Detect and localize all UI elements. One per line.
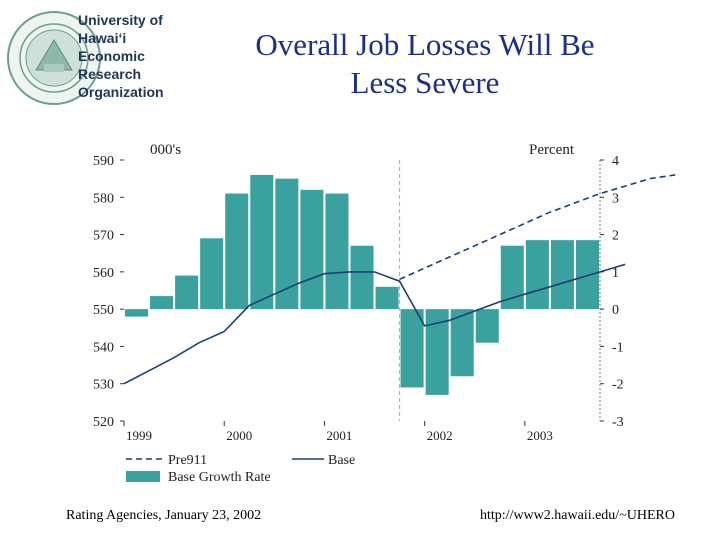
org-line-3: Economic xyxy=(78,48,145,64)
right-tick-label: -1 xyxy=(612,340,624,355)
growth-bar xyxy=(150,296,174,310)
right-tick-label: 1 xyxy=(612,266,619,281)
x-tick-label: 2003 xyxy=(527,428,553,443)
growth-bar xyxy=(250,174,274,310)
left-axis-unit: 000's xyxy=(150,142,181,158)
legend-pre911-label: Pre911 xyxy=(168,453,207,468)
x-tick-label: 2000 xyxy=(226,428,252,443)
growth-bar xyxy=(450,309,474,377)
growth-bar xyxy=(575,240,599,310)
right-tick-label: 4 xyxy=(612,154,619,169)
org-line-4: Research xyxy=(78,66,141,82)
growth-bar xyxy=(275,178,299,310)
growth-bar xyxy=(425,309,449,395)
left-tick-label: 570 xyxy=(93,229,114,244)
left-tick-label: 520 xyxy=(93,415,114,430)
growth-bar xyxy=(500,245,524,310)
slide-title: Overall Job Losses Will Be Less Severe xyxy=(190,26,660,102)
growth-bar xyxy=(475,309,499,343)
footer-url: http://www2.hawaii.edu/~UHERO xyxy=(480,508,675,523)
right-axis-unit: Percent xyxy=(529,142,575,158)
growth-bar xyxy=(175,275,199,310)
slide-title-line-1: Overall Job Losses Will Be xyxy=(255,27,595,62)
left-tick-label: 530 xyxy=(93,378,114,393)
left-tick-label: 590 xyxy=(93,154,114,169)
growth-bar xyxy=(225,193,249,310)
base-line xyxy=(123,263,626,385)
x-tick-label: 2002 xyxy=(427,428,453,443)
uhero-logo: University of Hawai‘i Economic Research … xyxy=(7,11,164,105)
pre911-line xyxy=(399,174,676,281)
growth-bar xyxy=(300,189,324,310)
right-tick-label: -2 xyxy=(612,378,624,393)
growth-bar xyxy=(525,240,549,310)
right-tick-label: 3 xyxy=(612,191,619,206)
right-tick-label: -3 xyxy=(612,415,624,430)
university-seal xyxy=(7,11,101,105)
slide-title-line-2: Less Severe xyxy=(350,65,500,100)
x-tick-label: 2001 xyxy=(326,428,352,443)
growth-bar xyxy=(125,309,149,317)
legend-base-label: Base xyxy=(328,453,355,468)
legend-growth-label: Base Growth Rate xyxy=(168,470,271,485)
org-line-5: Organization xyxy=(78,84,164,100)
org-line-1: University of xyxy=(78,12,163,28)
growth-bar xyxy=(375,286,399,310)
growth-bar xyxy=(325,193,349,310)
right-tick-label: 0 xyxy=(612,303,619,318)
growth-bar xyxy=(400,309,424,388)
left-tick-label: 550 xyxy=(93,303,114,318)
growth-bar xyxy=(200,238,224,310)
legend-growth-swatch xyxy=(126,471,160,482)
left-tick-label: 560 xyxy=(93,266,114,281)
right-tick-label: 2 xyxy=(612,229,619,244)
growth-bar xyxy=(350,245,374,310)
left-tick-label: 580 xyxy=(93,191,114,206)
left-tick-label: 540 xyxy=(93,340,114,355)
x-tick-label: 1999 xyxy=(126,428,152,443)
growth-bar xyxy=(550,240,574,310)
org-line-2: Hawai‘i xyxy=(78,30,126,46)
footer-left: Rating Agencies, January 23, 2002 xyxy=(66,508,262,523)
